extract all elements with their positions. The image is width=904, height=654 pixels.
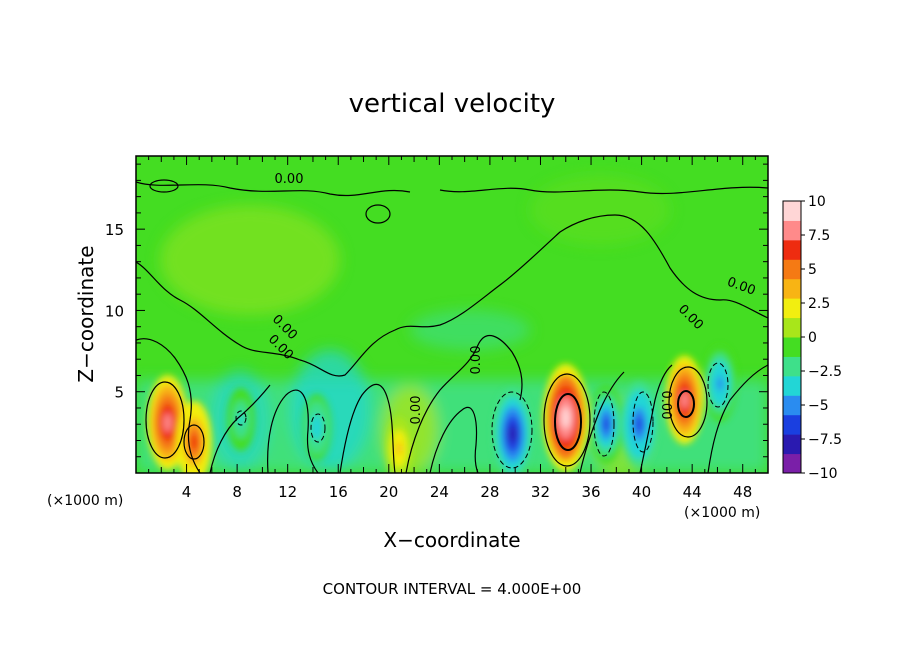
velocity-field: 0.000.000.00 0.000.00 0.000.000.00 bbox=[136, 156, 768, 473]
velocity-extremum-6-level-4 bbox=[602, 416, 610, 433]
velocity-extremum-8-level-4 bbox=[680, 390, 689, 409]
colorbar-swatch bbox=[783, 298, 801, 319]
x-tick-label: 36 bbox=[581, 483, 600, 501]
y-tick-label: 5 bbox=[114, 384, 124, 402]
colorbar-tick-label: −10 bbox=[808, 466, 838, 482]
x-axis-label: X−coordinate bbox=[383, 528, 520, 552]
velocity-extremum-1-level-4 bbox=[190, 433, 198, 451]
velocity-extremum-10-level-4 bbox=[396, 442, 402, 455]
colorbar-swatch bbox=[783, 414, 801, 435]
contour-interval-note: CONTOUR INTERVAL = 4.000E+00 bbox=[323, 580, 582, 598]
colorbar-tick-label: −2.5 bbox=[808, 364, 842, 380]
velocity-extremum-5-level-4 bbox=[561, 406, 571, 429]
negative-contours bbox=[235, 362, 729, 469]
velocity-extremum-3-level-4 bbox=[313, 420, 320, 435]
y-axis: 5 10 15 bbox=[105, 163, 768, 458]
y-tick-label: 10 bbox=[105, 302, 124, 320]
velocity-extremum-7-level-4 bbox=[635, 415, 643, 433]
velocity-extremum-9-level-4 bbox=[716, 375, 724, 392]
contour-lines bbox=[136, 179, 768, 473]
x-unit-right: (×1000 m) bbox=[684, 505, 760, 521]
colorbar-tick-label: 5 bbox=[808, 262, 817, 278]
x-tick-label: 4 bbox=[182, 483, 192, 501]
colorbar-swatch bbox=[783, 356, 801, 377]
contour-label: 0.00 bbox=[658, 391, 673, 420]
colorbar-swatch bbox=[783, 259, 801, 280]
chart-title: vertical velocity bbox=[349, 89, 556, 119]
x-tick-label: 40 bbox=[632, 483, 651, 501]
colorbar-swatch bbox=[783, 317, 801, 338]
x-tick-label: 48 bbox=[733, 483, 752, 501]
colorbar-tick-label: 7.5 bbox=[808, 228, 830, 244]
colorbar-swatch bbox=[783, 375, 801, 396]
colorbar-swatch bbox=[783, 278, 801, 299]
y-tick-label: 15 bbox=[105, 221, 124, 239]
colorbar-tick-label: −7.5 bbox=[808, 432, 842, 448]
velocity-extremum-0-level-4 bbox=[163, 413, 172, 433]
colorbar-swatch bbox=[783, 337, 801, 357]
x-tick-label: 12 bbox=[278, 483, 297, 501]
colorbar-swatch bbox=[783, 395, 801, 416]
colorbar-tick-label: 0 bbox=[808, 330, 817, 346]
x-tick-label: 44 bbox=[683, 483, 702, 501]
x-tick-label: 20 bbox=[379, 483, 398, 501]
colorbar-tick-label: −5 bbox=[808, 398, 829, 414]
velocity-extremum-4-level-4 bbox=[508, 424, 517, 444]
colorbar-tick-label: 10 bbox=[808, 194, 826, 210]
colorbar: 10 7.5 5 2.5 0 −2.5 −5 −7.5 −10 bbox=[782, 194, 842, 482]
x-tick-label: 32 bbox=[531, 483, 550, 501]
colorbar-swatch bbox=[783, 201, 801, 221]
contour-label: 0.00 bbox=[469, 346, 484, 375]
x-unit-left: (×1000 m) bbox=[47, 493, 123, 509]
colorbar-swatch bbox=[783, 239, 801, 260]
x-tick-label: 16 bbox=[329, 483, 348, 501]
contour-label: 0.00 bbox=[275, 172, 304, 187]
colorbar-swatch bbox=[783, 434, 801, 455]
x-tick-label: 24 bbox=[430, 483, 449, 501]
y-axis-label: Z−coordinate bbox=[74, 245, 98, 382]
colorbar-tick-label: 2.5 bbox=[808, 296, 830, 312]
x-axis: 4 8 12 16 20 24 28 32 36 40 44 48 bbox=[148, 156, 756, 501]
x-tick-label: 28 bbox=[480, 483, 499, 501]
colorbar-swatch bbox=[783, 453, 801, 474]
colorbar-swatch bbox=[783, 220, 801, 241]
contour-label: 0.00 bbox=[409, 396, 424, 425]
x-tick-label: 8 bbox=[232, 483, 242, 501]
